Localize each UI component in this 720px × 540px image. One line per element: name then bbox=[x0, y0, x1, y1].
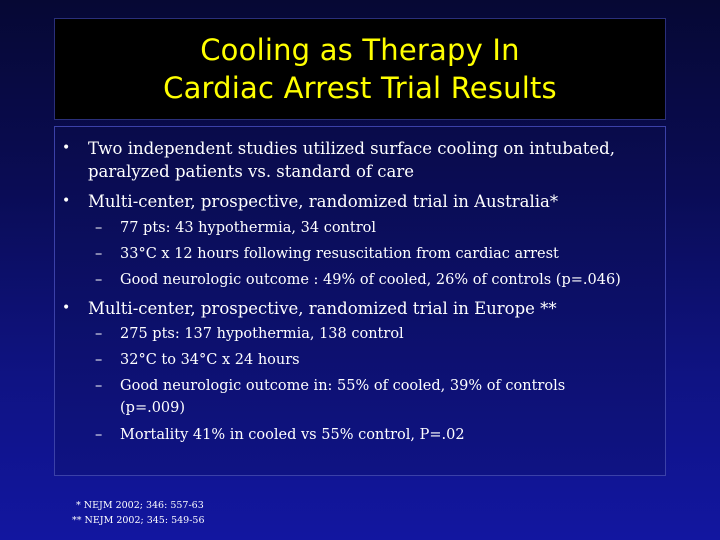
bullet-continuation: paralyzed patients vs. standard of care bbox=[88, 160, 414, 183]
sub-bullet-dash: – bbox=[95, 378, 103, 394]
sub-bullet-item: – Mortality 41% in cooled vs 55% control… bbox=[95, 423, 465, 447]
sub-bullet-item: – 275 pts: 137 hypothermia, 138 control bbox=[95, 322, 404, 346]
sub-bullet-dash: – bbox=[95, 352, 103, 368]
bullet-text: Multi-center, prospective, randomized tr… bbox=[88, 192, 559, 211]
sub-bullet-dash: – bbox=[95, 427, 103, 443]
footnote-1: * NEJM 2002; 346: 557-63 bbox=[76, 500, 204, 511]
bullet-item: • Two independent studies utilized surfa… bbox=[62, 137, 615, 160]
bullet-dot: • bbox=[62, 193, 71, 209]
bullet-text: Multi-center, prospective, randomized tr… bbox=[88, 299, 557, 318]
sub-bullet-text: (p=.009) bbox=[120, 400, 186, 416]
title-box: Cooling as Therapy In Cardiac Arrest Tri… bbox=[54, 18, 666, 120]
sub-bullet-text: Mortality 41% in cooled vs 55% control, … bbox=[120, 427, 465, 443]
sub-bullet-text: 33°C x 12 hours following resuscitation … bbox=[120, 246, 559, 262]
footnote-2: ** NEJM 2002; 345: 549-56 bbox=[72, 515, 205, 526]
sub-bullet-item: – 77 pts: 43 hypothermia, 34 control bbox=[95, 216, 377, 240]
sub-bullet-text: 275 pts: 137 hypothermia, 138 control bbox=[120, 326, 404, 342]
sub-bullet-item: – 32°C to 34°C x 24 hours bbox=[95, 348, 300, 372]
bullet-item: • Multi-center, prospective, randomized … bbox=[62, 297, 557, 320]
sub-bullet-text: 77 pts: 43 hypothermia, 34 control bbox=[120, 220, 377, 236]
bullet-dot: • bbox=[62, 140, 71, 156]
sub-bullet-continuation: (p=.009) bbox=[120, 396, 185, 420]
sub-bullet-dash: – bbox=[95, 246, 103, 262]
sub-bullet-dash: – bbox=[95, 326, 103, 342]
sub-bullet-item: – Good neurologic outcome : 49% of coole… bbox=[95, 268, 621, 292]
sub-bullet-dash: – bbox=[95, 220, 103, 236]
bullet-item: • Multi-center, prospective, randomized … bbox=[62, 190, 559, 213]
bullet-text: paralyzed patients vs. standard of care bbox=[88, 162, 414, 181]
sub-bullet-text: Good neurologic outcome in: 55% of coole… bbox=[120, 378, 566, 394]
sub-bullet-item: – 33°C x 12 hours following resuscitatio… bbox=[95, 242, 559, 266]
sub-bullet-dash: – bbox=[95, 272, 103, 288]
content-box bbox=[54, 126, 666, 476]
bullet-text: Two independent studies utilized surface… bbox=[88, 139, 615, 158]
bullet-dot: • bbox=[62, 300, 71, 316]
slide-title-line-1: Cooling as Therapy In bbox=[200, 33, 520, 67]
sub-bullet-text: 32°C to 34°C x 24 hours bbox=[120, 352, 300, 368]
slide-title-line-2: Cardiac Arrest Trial Results bbox=[163, 71, 557, 105]
sub-bullet-item: – Good neurologic outcome in: 55% of coo… bbox=[95, 374, 566, 398]
sub-bullet-text: Good neurologic outcome : 49% of cooled,… bbox=[120, 272, 621, 288]
